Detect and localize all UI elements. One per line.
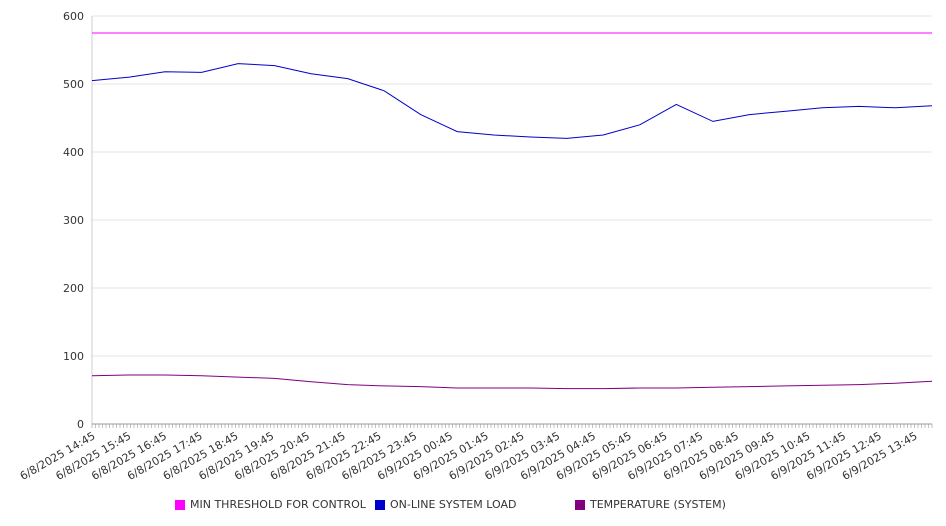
axes	[91, 16, 933, 428]
y-tick-label: 500	[63, 78, 84, 91]
legend-label-temperature: TEMPERATURE (SYSTEM)	[590, 498, 726, 511]
gridlines	[92, 15, 932, 357]
legend-item-system-load: ON-LINE SYSTEM LOAD	[375, 498, 516, 511]
y-tick-label: 100	[63, 350, 84, 363]
legend-label-min-threshold: MIN THRESHOLD FOR CONTROL	[190, 498, 366, 511]
legend-item-temperature: TEMPERATURE (SYSTEM)	[575, 498, 726, 511]
x-axis-ticks: 6/8/2025 14:456/8/2025 15:456/8/2025 16:…	[18, 429, 920, 483]
y-tick-label: 0	[77, 418, 84, 431]
legend-swatch-temperature	[575, 499, 585, 510]
y-tick-label: 400	[63, 146, 84, 159]
y-tick-label: 200	[63, 282, 84, 295]
legend-label-system-load: ON-LINE SYSTEM LOAD	[390, 498, 517, 511]
y-tick-label: 300	[63, 214, 84, 227]
y-tick-label: 600	[63, 10, 84, 23]
legend-swatch-min-threshold	[175, 499, 185, 510]
legend: MIN THRESHOLD FOR CONTROL ON-LINE SYSTEM…	[0, 498, 946, 516]
series-line-1	[91, 63, 933, 139]
series-lines	[91, 32, 933, 390]
y-axis-ticks: 0 100 200 300 400 500 600	[63, 10, 84, 431]
series-line-2	[91, 374, 933, 390]
legend-item-min-threshold: MIN THRESHOLD FOR CONTROL	[175, 498, 366, 511]
legend-swatch-system-load	[375, 499, 385, 510]
